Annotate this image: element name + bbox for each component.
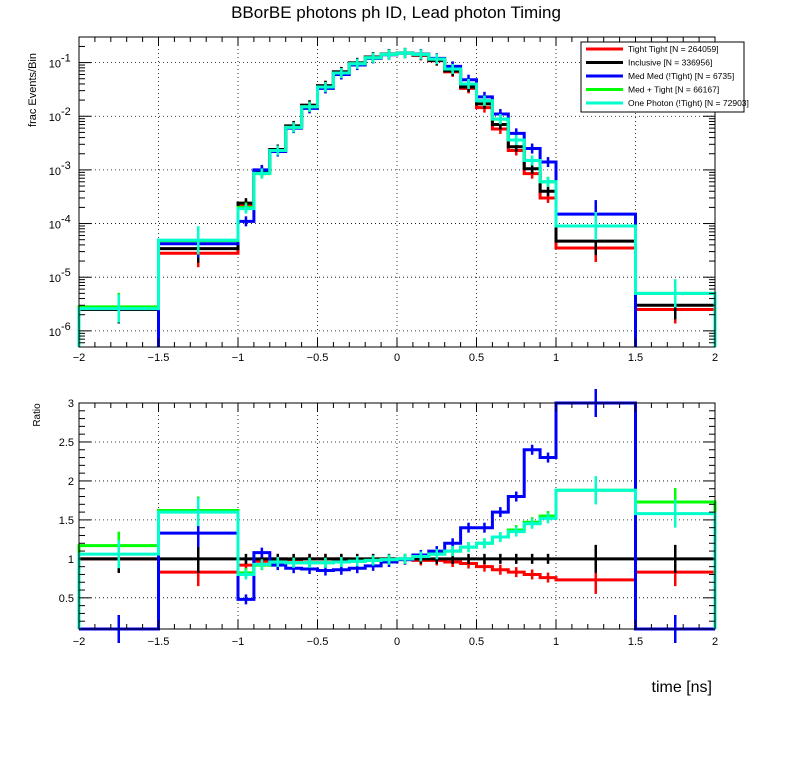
bottom-series-group	[77, 389, 717, 643]
top-y-tick-label: 10	[49, 166, 61, 178]
legend: Tight Tight [N = 264059] Inclusive [N = 3…	[580, 41, 749, 113]
chart-title: BBorBE photons ph ID, Lead photon Timing	[231, 3, 561, 22]
top-y-axis-label: frac Events/Bin	[27, 53, 39, 127]
bottom-y-tick-label: 2.5	[59, 437, 74, 449]
bottom-y-tick-label: 3	[68, 398, 74, 410]
bottom-x-tick-label: 2	[712, 636, 718, 648]
top-y-tick-label: 10	[49, 273, 61, 285]
top-x-tick-label: 1	[553, 352, 559, 364]
bottom-x-tick-label: 1	[553, 636, 559, 648]
legend-entry: Med + Tight [N = 66167]	[628, 85, 719, 95]
bottom-y-tick-label: 2	[68, 476, 74, 488]
top-y-tick-label: 10	[49, 112, 61, 124]
bottom-y-tick-label: 0.5	[59, 593, 74, 605]
top-x-ticks: −2 −1.5 −1 −0.5 0 0.5 1 1.5 2	[73, 37, 718, 364]
legend-entry: Inclusive [N = 336956]	[628, 58, 712, 68]
top-y-tick-exponent: -2	[61, 106, 71, 118]
top-x-tick-label: 0	[394, 352, 400, 364]
series-4	[77, 476, 717, 629]
top-y-tick-exponent: -4	[61, 214, 71, 226]
bottom-panel: −2 −1.5 −1 −0.5 0 0.5 1 1.5 2 0.5 1 1.5 2 2.5 3 Ratio…	[32, 389, 718, 696]
top-y-tick-exponent: -1	[61, 53, 71, 65]
legend-entry: One Photon (!Tight) [N = 72903]	[628, 98, 749, 108]
bottom-y-ticks: 0.5 1 1.5 2 2.5 3	[59, 398, 715, 630]
top-x-tick-label: 0.5	[469, 352, 484, 364]
top-x-tick-label: −2	[73, 352, 86, 364]
top-x-tick-label: 2	[712, 352, 718, 364]
top-y-tick-label: 10	[49, 59, 61, 71]
bottom-x-tick-label: −1	[232, 636, 245, 648]
bottom-x-ticks: −2 −1.5 −1 −0.5 0 0.5 1 1.5 2	[73, 403, 718, 648]
top-y-tick-exponent: -3	[61, 160, 71, 172]
bottom-x-tick-label: −0.5	[307, 636, 329, 648]
top-y-tick-label: 10	[49, 327, 61, 339]
top-x-tick-label: −1.5	[148, 352, 170, 364]
legend-entry: Med Med (!Tight) [N = 6735]	[628, 71, 734, 81]
bottom-x-tick-label: 1.5	[628, 636, 643, 648]
top-panel: −2 −1.5 −1 −0.5 0 0.5 1 1.5 2 10-610-510-410-310…	[27, 36, 718, 364]
series-line	[77, 51, 717, 347]
x-axis-label: time [ns]	[652, 679, 712, 696]
bottom-y-axis-label: Ratio	[32, 403, 43, 427]
top-y-tick-label: 10	[49, 220, 61, 232]
top-y-tick-exponent: -6	[61, 321, 71, 333]
bottom-x-tick-label: −2	[73, 636, 86, 648]
top-x-tick-label: −0.5	[307, 352, 329, 364]
top-x-tick-label: 1.5	[628, 352, 643, 364]
bottom-x-tick-label: 0.5	[469, 636, 484, 648]
bottom-y-tick-label: 1.5	[59, 515, 74, 527]
series-4	[77, 48, 717, 347]
bottom-x-tick-label: −1.5	[148, 636, 170, 648]
top-series-group	[77, 47, 717, 347]
top-y-tick-exponent: -5	[61, 267, 71, 279]
bottom-y-tick-label: 1	[68, 554, 74, 566]
legend-entry: Tight Tight [N = 264059]	[628, 44, 719, 54]
bottom-x-tick-label: 0	[394, 636, 400, 648]
top-x-tick-label: −1	[232, 352, 245, 364]
